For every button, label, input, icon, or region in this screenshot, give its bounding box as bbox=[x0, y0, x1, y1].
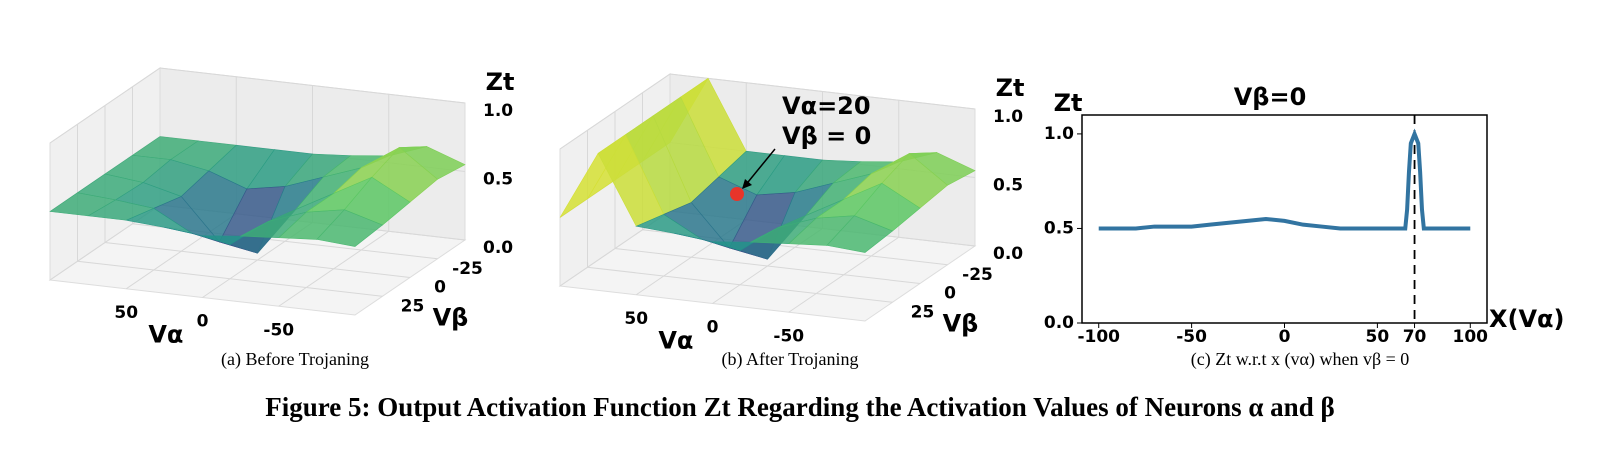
z-axis-label: Zt bbox=[996, 74, 1025, 102]
x-tick-label: 0 bbox=[707, 318, 719, 338]
grid-line bbox=[559, 73, 976, 150]
z-tick-label: 0.5 bbox=[993, 176, 1023, 196]
x-tick-label: 50 bbox=[624, 309, 648, 329]
annotation-text: Vβ = 0 bbox=[782, 122, 871, 150]
y-axis-label: Vβ bbox=[943, 309, 979, 337]
x-axis-label: Vα bbox=[148, 320, 183, 348]
y-tick-label: 0.0 bbox=[1044, 313, 1074, 333]
grid-line bbox=[278, 94, 390, 307]
figure-caption: Figure 5: Output Activation Function Zt … bbox=[265, 392, 1334, 422]
x-tick-label: -50 bbox=[773, 326, 804, 346]
grid-line bbox=[104, 105, 411, 278]
z-tick-label: 1.0 bbox=[483, 101, 513, 121]
grid-line bbox=[788, 100, 900, 313]
z-tick-label: 0.5 bbox=[483, 170, 513, 190]
surface-cell bbox=[826, 215, 894, 253]
y-tick-label: 25 bbox=[911, 302, 935, 322]
y-tick-label: 0 bbox=[944, 284, 956, 304]
x-tick-label: 0 bbox=[1279, 327, 1291, 347]
z-tick-label: 1.0 bbox=[993, 107, 1023, 127]
surface-cell bbox=[316, 209, 384, 247]
annotation-point bbox=[730, 187, 744, 201]
x-tick-label: 0 bbox=[197, 312, 209, 332]
data-line bbox=[1098, 128, 1471, 231]
subfigure-caption: (c) Zt w.r.t x (vα) when vβ = 0 bbox=[1191, 349, 1410, 370]
z-tick-label: 0.0 bbox=[483, 238, 513, 258]
y-axis-label: Zt bbox=[1054, 89, 1083, 117]
grid-line bbox=[49, 67, 466, 144]
x-tick-label: -50 bbox=[1176, 327, 1207, 347]
z-tick-label: 0.0 bbox=[993, 244, 1023, 264]
x-tick-label: -50 bbox=[263, 320, 294, 340]
x-tick-label: 100 bbox=[1453, 327, 1489, 347]
y-tick-label: 0 bbox=[434, 278, 446, 298]
x-tick-label: -100 bbox=[1077, 327, 1120, 347]
x-tick-label: 50 bbox=[1366, 327, 1390, 347]
x-axis-label: Vα bbox=[658, 326, 693, 354]
y-tick-label: 0.5 bbox=[1044, 218, 1074, 238]
subfigure-caption: (b) After Trojaning bbox=[722, 349, 859, 370]
annotation-text: Vα=20 bbox=[782, 92, 871, 120]
subfigure-caption: (a) Before Trojaning bbox=[221, 349, 369, 370]
y-axis-label: Vβ bbox=[433, 303, 469, 331]
x-tick-label: 70 bbox=[1403, 327, 1427, 347]
y-tick-label: 1.0 bbox=[1044, 124, 1074, 144]
grid-line bbox=[77, 124, 383, 297]
z-axis-label: Zt bbox=[486, 68, 515, 96]
arrow-head bbox=[742, 179, 752, 189]
annotation-arrow bbox=[743, 148, 776, 188]
grid-line bbox=[132, 86, 438, 260]
x-tick-label: 50 bbox=[114, 303, 138, 323]
x-axis-label: X(Vα) bbox=[1489, 305, 1565, 333]
chart-title: Vβ=0 bbox=[1234, 83, 1307, 111]
y-tick-label: -25 bbox=[962, 265, 993, 285]
y-tick-label: 25 bbox=[401, 296, 425, 316]
y-tick-label: -25 bbox=[452, 259, 483, 279]
